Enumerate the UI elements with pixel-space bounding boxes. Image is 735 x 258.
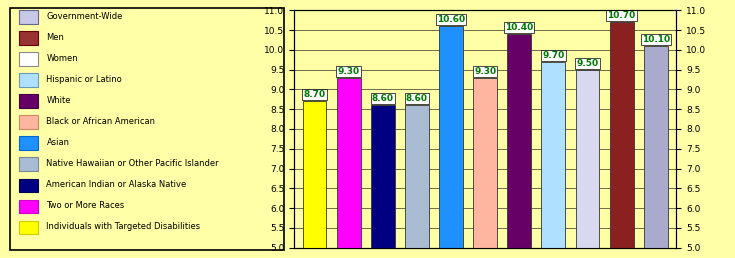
FancyBboxPatch shape: [18, 136, 38, 150]
FancyBboxPatch shape: [18, 52, 38, 66]
FancyBboxPatch shape: [18, 31, 38, 45]
FancyBboxPatch shape: [18, 200, 38, 213]
Text: 8.60: 8.60: [372, 94, 394, 103]
Bar: [576, 70, 600, 248]
FancyBboxPatch shape: [18, 179, 38, 192]
Text: Asian: Asian: [46, 138, 69, 147]
FancyBboxPatch shape: [10, 8, 284, 250]
Bar: [370, 105, 395, 248]
Bar: [507, 34, 531, 248]
Text: 9.70: 9.70: [542, 51, 564, 60]
Text: 9.50: 9.50: [576, 59, 598, 68]
FancyBboxPatch shape: [18, 221, 38, 234]
Text: Native Hawaiian or Other Pacific Islander: Native Hawaiian or Other Pacific Islande…: [46, 159, 219, 168]
Text: Individuals with Targeted Disabilities: Individuals with Targeted Disabilities: [46, 222, 201, 231]
Text: Hispanic or Latino: Hispanic or Latino: [46, 75, 122, 84]
Bar: [644, 46, 667, 248]
Text: 10.10: 10.10: [642, 35, 670, 44]
FancyBboxPatch shape: [18, 10, 38, 24]
Text: 10.70: 10.70: [607, 11, 636, 20]
Bar: [337, 78, 361, 248]
Text: 9.30: 9.30: [474, 67, 496, 76]
FancyBboxPatch shape: [18, 115, 38, 129]
Text: 8.70: 8.70: [304, 90, 326, 99]
Text: Women: Women: [46, 54, 78, 63]
Text: American Indian or Alaska Native: American Indian or Alaska Native: [46, 180, 187, 189]
Text: White: White: [46, 96, 71, 105]
Text: 10.60: 10.60: [437, 15, 465, 24]
FancyBboxPatch shape: [18, 94, 38, 108]
Text: Government-Wide: Government-Wide: [46, 12, 123, 21]
Bar: [303, 101, 326, 248]
Text: Black or African American: Black or African American: [46, 117, 155, 126]
Bar: [609, 22, 634, 248]
Text: Two or More Races: Two or More Races: [46, 201, 125, 210]
FancyBboxPatch shape: [18, 157, 38, 171]
Text: 10.40: 10.40: [505, 23, 534, 32]
Text: 8.60: 8.60: [406, 94, 428, 103]
Bar: [405, 105, 429, 248]
Bar: [473, 78, 497, 248]
Text: 9.30: 9.30: [337, 67, 359, 76]
FancyBboxPatch shape: [18, 73, 38, 87]
Bar: [439, 26, 463, 248]
Bar: [542, 62, 565, 248]
Text: Men: Men: [46, 33, 65, 42]
